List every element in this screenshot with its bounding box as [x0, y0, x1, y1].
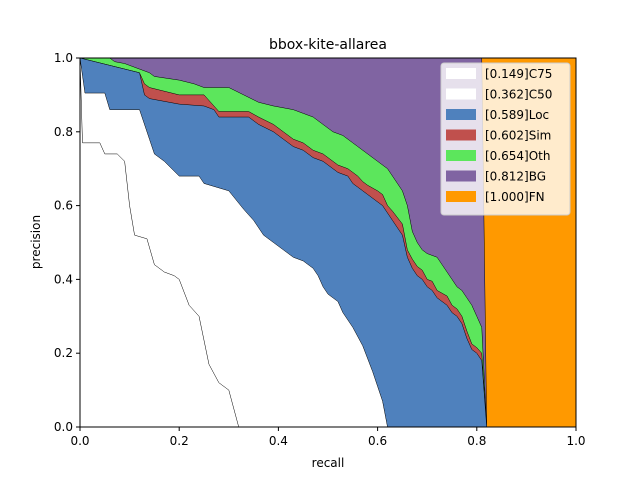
legend-swatch — [446, 191, 476, 202]
y-tick-label: 0.6 — [54, 199, 73, 213]
legend-swatch — [446, 68, 476, 79]
x-tick-label: 0.8 — [467, 434, 486, 448]
x-tick-label: 1.0 — [566, 434, 585, 448]
legend-swatch — [446, 170, 476, 182]
chart-title: bbox-kite-allarea — [269, 37, 387, 53]
x-tick-label: 0.6 — [368, 434, 387, 448]
legend: [0.149]C75 [0.362]C50 [0.589]Loc [0.602]Sim… — [440, 62, 571, 216]
plot-frame — [79, 57, 577, 428]
legend-label: [0.149]C75 — [485, 67, 552, 81]
y-tick-label: 0.8 — [54, 125, 73, 139]
legend-label: [0.654]Oth — [485, 149, 550, 163]
y-axis-label: precision — [29, 215, 43, 269]
x-tick-label: 0.0 — [70, 434, 89, 448]
legend-label: [0.589]Loc — [485, 108, 549, 122]
y-tick-label: 1.0 — [54, 51, 73, 65]
area-0-149-c75 — [79, 57, 239, 428]
x-axis-ticks: 0.0 0.2 0.4 0.6 0.8 1.0 — [70, 427, 586, 448]
legend-label: [0.602]Sim — [485, 129, 551, 143]
x-axis-label: recall — [312, 456, 345, 470]
y-axis-ticks: 0.0 0.2 0.4 0.6 0.8 1.0 — [54, 51, 80, 434]
area-layers — [79, 57, 577, 428]
x-tick-label: 0.4 — [269, 434, 288, 448]
legend-swatch — [446, 109, 476, 120]
legend-label: [0.812]BG — [485, 170, 546, 184]
legend-label: [0.362]C50 — [485, 88, 552, 102]
y-tick-label: 0.4 — [54, 272, 73, 286]
y-tick-label: 0.0 — [54, 420, 73, 434]
legend-swatch — [446, 88, 476, 100]
legend-swatch — [446, 150, 476, 161]
legend-label: [1.000]FN — [485, 190, 545, 204]
x-tick-label: 0.2 — [170, 434, 189, 448]
legend-swatch — [446, 129, 476, 141]
y-tick-label: 0.2 — [54, 346, 73, 360]
